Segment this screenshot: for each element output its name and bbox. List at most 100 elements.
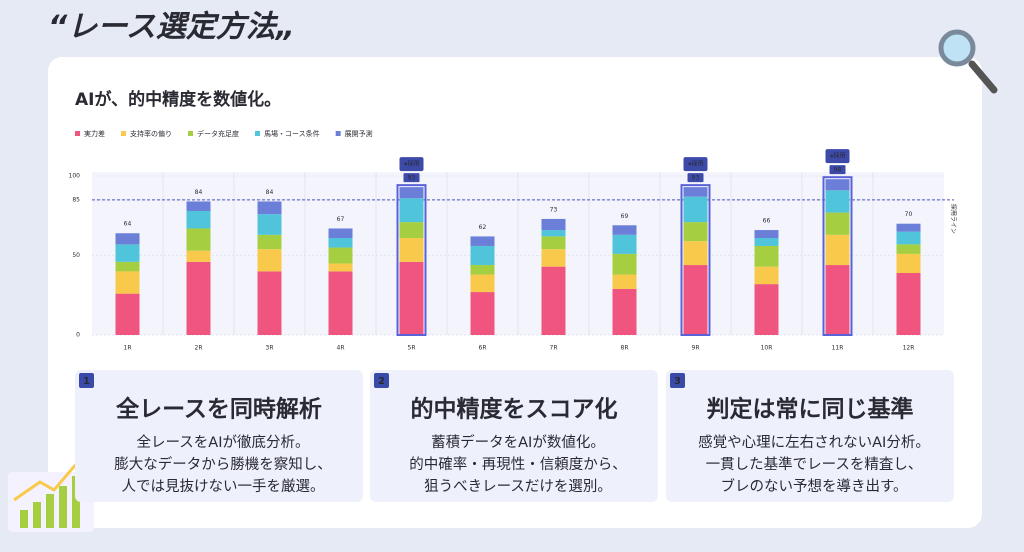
bar-segment: [257, 249, 282, 272]
card-text: 的中確率・再現性・信頼度から、: [409, 456, 627, 473]
bar-segment: [257, 271, 282, 335]
badge: [683, 157, 708, 172]
card-number-badge: [79, 373, 94, 388]
bar-segment: [541, 249, 566, 267]
bar-segment: [541, 230, 566, 237]
bar-segment: [896, 244, 921, 254]
bar-segment: [896, 223, 921, 232]
y-tick-label: 50: [72, 252, 80, 259]
bar-segment: [186, 210, 211, 229]
total-label: 98: [834, 167, 842, 174]
bar-segment: [399, 187, 424, 199]
x-tick-label: 12R: [903, 345, 915, 352]
bar-segment: [754, 230, 779, 239]
bar-segment: [328, 263, 353, 272]
x-tick-label: 8R: [621, 345, 629, 352]
bar-segment: [825, 190, 850, 213]
bar-segment: [541, 236, 566, 250]
chart-title: AIが、的中精度を数値化。: [75, 89, 281, 110]
bar-segment: [683, 241, 708, 266]
legend-swatch: [188, 131, 193, 136]
card-text: ブレのない予想を導き出す。: [720, 477, 907, 495]
legend-label: 実力差: [84, 129, 105, 138]
card-title: 判定は常に同じ基準: [707, 396, 914, 423]
total-label: 64: [124, 221, 132, 228]
x-tick-label: 6R: [479, 345, 487, 352]
total-label: 67: [337, 216, 345, 223]
bar-segment: [257, 201, 282, 215]
bar-segment: [115, 261, 140, 272]
bar-segment: [257, 234, 282, 250]
card-text: 狙うべきレースだけを選別。: [424, 478, 612, 495]
bar-segment: [399, 261, 424, 335]
chart-icon: [8, 461, 94, 532]
card-title: 全レースを同時解析: [115, 396, 322, 423]
legend-label: データ充足度: [197, 129, 239, 138]
bar-segment: [541, 218, 566, 231]
bar-segment: [328, 247, 353, 264]
card-number: 1: [83, 376, 90, 387]
legend-label: 支持率の偏り: [130, 129, 172, 138]
total-label: 84: [266, 189, 274, 196]
total-tag: [687, 173, 704, 183]
card-text: 人では見抜けない一手を厳選。: [122, 478, 325, 495]
legend-label: 展開予測: [345, 129, 373, 138]
x-tick-label: 1R: [124, 345, 132, 352]
card-text: 蓄積データをAIが数値化。: [431, 433, 605, 451]
bar-segment: [825, 179, 850, 191]
feature-card: [370, 370, 658, 502]
bar-segment: [115, 233, 140, 245]
bar-segment: [115, 271, 140, 294]
card-title: 的中精度をスコア化: [411, 396, 618, 423]
bar-segment: [683, 187, 708, 197]
bar-segment: [115, 293, 140, 335]
bar-segment: [683, 196, 708, 223]
bar-segment: [612, 288, 637, 335]
bar-segment: [328, 238, 353, 248]
bar-segment: [186, 228, 211, 251]
feature-card: [666, 370, 954, 502]
card-text: 全レースをAIが徹底分析。: [137, 433, 310, 451]
bar-segment: [186, 261, 211, 335]
badge-label: 採用: [691, 160, 703, 168]
total-label: 69: [621, 213, 629, 220]
legend-swatch: [75, 131, 80, 136]
badge-star: ★: [404, 162, 409, 168]
bar-segment: [470, 274, 495, 293]
x-tick-label: 3R: [266, 345, 274, 352]
bar-segment: [825, 234, 850, 266]
x-tick-label: 9R: [692, 345, 700, 352]
legend-label: 馬場・コース条件: [264, 129, 320, 138]
highlight-frame: [822, 176, 853, 336]
bar-segment: [186, 201, 211, 211]
badge: [825, 149, 850, 164]
card-text: 膨大なデータから勝機を察知し、: [114, 455, 332, 473]
total-label: 84: [195, 189, 203, 196]
bar-segment: [399, 238, 424, 262]
y-tick-label: 85: [72, 196, 80, 203]
bar-segment: [683, 222, 708, 242]
bar-segment: [612, 234, 637, 254]
bar-segment: [612, 225, 637, 235]
bar-segment: [896, 231, 921, 245]
total-label: 66: [763, 218, 771, 225]
badge-label: 採用: [833, 152, 845, 160]
badge-star: ★: [688, 162, 693, 168]
card-text: 一貫した基準でレースを精査し、: [706, 456, 923, 473]
legend-swatch: [335, 131, 341, 136]
legend-swatch: [121, 131, 126, 136]
x-tick-label: 4R: [337, 345, 345, 352]
y-tick-label: 0: [76, 332, 80, 339]
bar-segment: [470, 245, 495, 266]
bar-segment: [754, 245, 779, 267]
total-label: 93: [408, 175, 416, 182]
threshold-label: 採用ライン: [950, 204, 958, 234]
bar-segment: [399, 222, 424, 239]
bar-segment: [825, 265, 850, 335]
total-tag: [829, 165, 846, 175]
bar-segment: [683, 265, 708, 335]
bar-segment: [399, 198, 424, 223]
card-number: 2: [378, 376, 385, 387]
feature-card: [75, 370, 363, 502]
